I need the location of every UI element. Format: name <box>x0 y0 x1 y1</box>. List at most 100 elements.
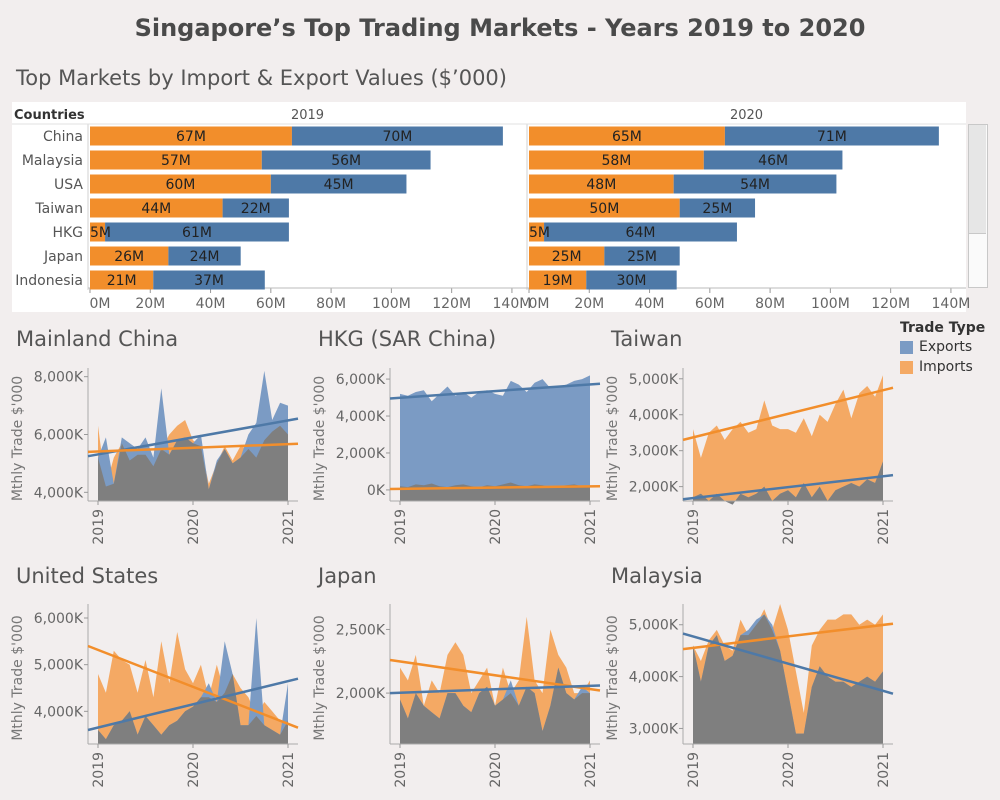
x-tick-label: 2019 <box>91 509 107 545</box>
trendline-imports <box>87 644 299 729</box>
chart-title-japan: Japan <box>318 564 377 588</box>
x-tick-label: 2020 <box>781 752 797 788</box>
bar-imports-usa-2019 <box>90 174 271 194</box>
y-tick-label: 2,000K <box>336 446 386 462</box>
bar-label-imports: 26M <box>114 249 144 265</box>
area-exports <box>98 370 288 501</box>
x-tick-label: 2019 <box>686 509 702 545</box>
x-tick-label: 2019 <box>393 752 409 788</box>
y-tick-label: 4,000K <box>34 485 84 501</box>
y-tick-label: 4,000K <box>34 704 84 720</box>
area-overlap <box>98 425 288 501</box>
trendline-imports <box>389 658 601 692</box>
x-tick-label: 100M <box>372 296 411 312</box>
area-exports <box>693 614 883 744</box>
y-tick-label: 2,000K <box>629 480 679 496</box>
bar-label-imports: 58M <box>601 153 631 169</box>
area-overlap <box>400 482 590 501</box>
bar-exports-china-2019 <box>291 126 503 146</box>
x-tick-label: 80M <box>316 296 346 312</box>
row-label-usa: USA <box>54 177 83 193</box>
bar-label-exports: 64M <box>626 225 656 241</box>
trendline-exports <box>682 473 894 501</box>
bar-imports-malaysia-2019 <box>90 150 262 170</box>
area-imports <box>400 482 590 501</box>
chart-title-united-states: United States <box>16 564 159 588</box>
y-tick-label: 5,000K <box>629 372 679 388</box>
trendline-imports <box>389 484 601 491</box>
bar-label-exports: 70M <box>382 129 412 145</box>
x-tick-label: 2019 <box>91 752 107 788</box>
legend-label-exports: Exports <box>919 339 973 355</box>
area-overlap <box>400 667 590 744</box>
chart-title-malaysia: Malaysia <box>611 564 703 588</box>
x-tick-label: 40M <box>635 296 665 312</box>
x-tick-label: 2020 <box>781 509 797 545</box>
x-tick-label: 2019 <box>686 752 702 788</box>
legend-item-imports[interactable]: Imports <box>900 359 985 375</box>
x-tick-label: 2020 <box>186 509 202 545</box>
bar-exports-malaysia-2020 <box>703 150 843 170</box>
y-tick-label: 2,000K <box>336 686 386 702</box>
bar-imports-malaysia-2020 <box>529 150 704 170</box>
x-tick-label: 2019 <box>393 509 409 545</box>
area-imports <box>400 616 590 744</box>
bar-label-imports: 57M <box>161 153 191 169</box>
bar-imports-usa-2020 <box>529 174 674 194</box>
bar-label-exports: 25M <box>627 249 657 265</box>
trendline-exports <box>87 677 299 732</box>
bar-label-imports: 21M <box>107 273 137 289</box>
chart-title-taiwan: Taiwan <box>611 327 683 351</box>
area-exports <box>400 375 590 501</box>
y-tick-label: 6,000K <box>34 611 84 627</box>
row-label-taiwan: Taiwan <box>34 201 83 217</box>
y-tick-label: 5,000K <box>34 658 84 674</box>
y-tick-label: 5,000K <box>629 618 679 634</box>
y-axis-title: Mthly Trade $'000 <box>312 615 328 740</box>
legend-item-exports[interactable]: Exports <box>900 339 985 355</box>
bar-label-imports: 48M <box>586 177 616 193</box>
area-chart-4: 4,000K 5,000K 6,000K 2019 2020 2021 Mthly Trad… <box>10 604 299 788</box>
row-label-indonesia: Indonesia <box>15 273 83 289</box>
bar-label-exports: 56M <box>331 153 361 169</box>
bar-exports-hkg-2020 <box>544 222 737 242</box>
trendline-exports <box>389 382 601 400</box>
x-tick-label: 60M <box>695 296 725 312</box>
bar-label-exports: 61M <box>182 225 212 241</box>
legend-title: Trade Type <box>900 320 986 336</box>
bar-label-exports: 24M <box>190 249 220 265</box>
row-label-japan: Japan <box>43 249 83 265</box>
x-tick-label: 0M <box>90 296 111 312</box>
bar-chart-scrollbar-thumb[interactable] <box>969 125 986 234</box>
y-tick-label: 2,500K <box>336 622 386 638</box>
area-chart-6: 3,000K 4,000K 5,000K 2019 2020 2021 Mthly Trad… <box>605 604 894 788</box>
row-label-malaysia: Malaysia <box>22 153 83 169</box>
bar-imports-japan-2020 <box>529 246 605 266</box>
x-tick-label: 2021 <box>281 752 297 788</box>
trendline-imports <box>682 386 894 442</box>
area-imports <box>98 420 288 501</box>
bar-imports-indonesia-2019 <box>90 270 154 290</box>
bar-label-imports: 5M <box>90 225 111 241</box>
x-tick-label: 2020 <box>186 752 202 788</box>
bar-imports-taiwan-2019 <box>90 198 223 218</box>
bar-label-exports: 30M <box>617 273 647 289</box>
x-tick-label: 100M <box>811 296 850 312</box>
bar-exports-usa-2019 <box>270 174 407 194</box>
y-tick-label: 4,000K <box>629 408 679 424</box>
bar-exports-japan-2019 <box>168 246 241 266</box>
x-tick-label: 40M <box>196 296 226 312</box>
trendline-imports <box>682 622 894 651</box>
bar-exports-usa-2020 <box>673 174 837 194</box>
area-chart-5: 2,000K 2,500K 2019 2020 2021 Mthly Trade $'00… <box>312 604 601 788</box>
y-tick-label: 8,000K <box>34 370 84 386</box>
x-tick-label: 2021 <box>281 509 297 545</box>
y-axis-title: Mthly Trade $'000 <box>10 376 26 501</box>
bar-exports-hkg-2019 <box>105 222 289 242</box>
x-tick-label: 80M <box>755 296 785 312</box>
dashboard-title: Singapore’s Top Trading Markets - Years … <box>134 14 866 42</box>
y-tick-label: 6,000K <box>34 428 84 444</box>
bar-label-imports: 25M <box>552 249 582 265</box>
bar-imports-japan-2019 <box>90 246 169 266</box>
row-header: Countries <box>14 108 85 123</box>
